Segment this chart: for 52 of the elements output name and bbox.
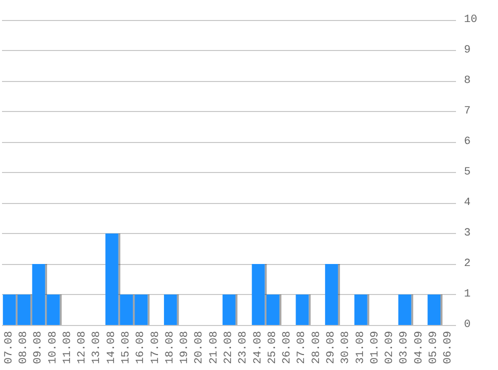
x-tick-label: 12.08 [76,331,89,364]
bar [222,294,236,325]
x-tick-label: 04.09 [413,331,426,364]
y-tick-label: 9 [464,44,471,56]
x-tick-label: 09.08 [32,331,45,364]
x-tick-label: 22.08 [223,331,235,364]
x-tick-label: 05.09 [428,331,440,364]
x-tick-label: 27.08 [296,331,308,364]
x-tick-label: 06.09 [442,331,455,364]
y-tick-label: 10 [464,14,478,26]
bar [325,264,338,325]
x-tick-label: 25.08 [266,331,279,364]
y-tick-label: 6 [464,136,471,148]
y-tick-label: 1 [464,288,471,300]
bar [46,294,60,325]
bar [266,294,280,325]
x-tick-label: 29.08 [326,331,338,364]
x-tick-label: 23.08 [238,331,250,364]
y-tick-label: 8 [464,75,471,87]
x-tick-label: 02.09 [384,331,396,364]
x-tick-label: 20.08 [194,331,206,364]
y-tick-label: 2 [464,258,471,270]
bar [252,264,265,325]
x-tick-label: 18.08 [164,331,176,364]
x-tick-label: 13.08 [91,331,104,364]
x-tick-label: 03.09 [398,331,411,364]
y-tick-label: 3 [464,228,471,240]
y-tick-label: 5 [464,166,471,178]
bar [296,294,309,325]
x-tick-label: 28.08 [310,331,323,364]
x-tick-label: 16.08 [135,331,148,364]
x-tick-label: 30.08 [340,331,352,364]
x-tick-label: 07.08 [3,331,16,364]
x-tick-label: 31.08 [354,331,367,364]
bar [164,294,177,325]
x-tick-label: 19.08 [179,331,192,364]
y-tick-label: 0 [464,319,471,331]
x-tick-label: 26.08 [282,331,294,364]
y-tick-label: 7 [464,106,471,118]
x-tick-label: 01.09 [369,331,382,364]
bar [428,294,440,325]
x-tick-label: 15.08 [120,331,132,364]
bar [398,294,412,325]
x-tick-label: 21.08 [208,331,220,364]
x-tick-label: 14.08 [106,331,118,364]
x-tick-label: 08.08 [18,331,30,364]
x-tick-label: 24.08 [252,331,264,364]
x-tick-label: 10.08 [47,331,60,364]
bar [354,294,368,325]
x-tick-label: 11.08 [62,331,74,364]
x-tick-label: 17.08 [150,331,162,364]
y-tick-label: 4 [464,197,471,209]
